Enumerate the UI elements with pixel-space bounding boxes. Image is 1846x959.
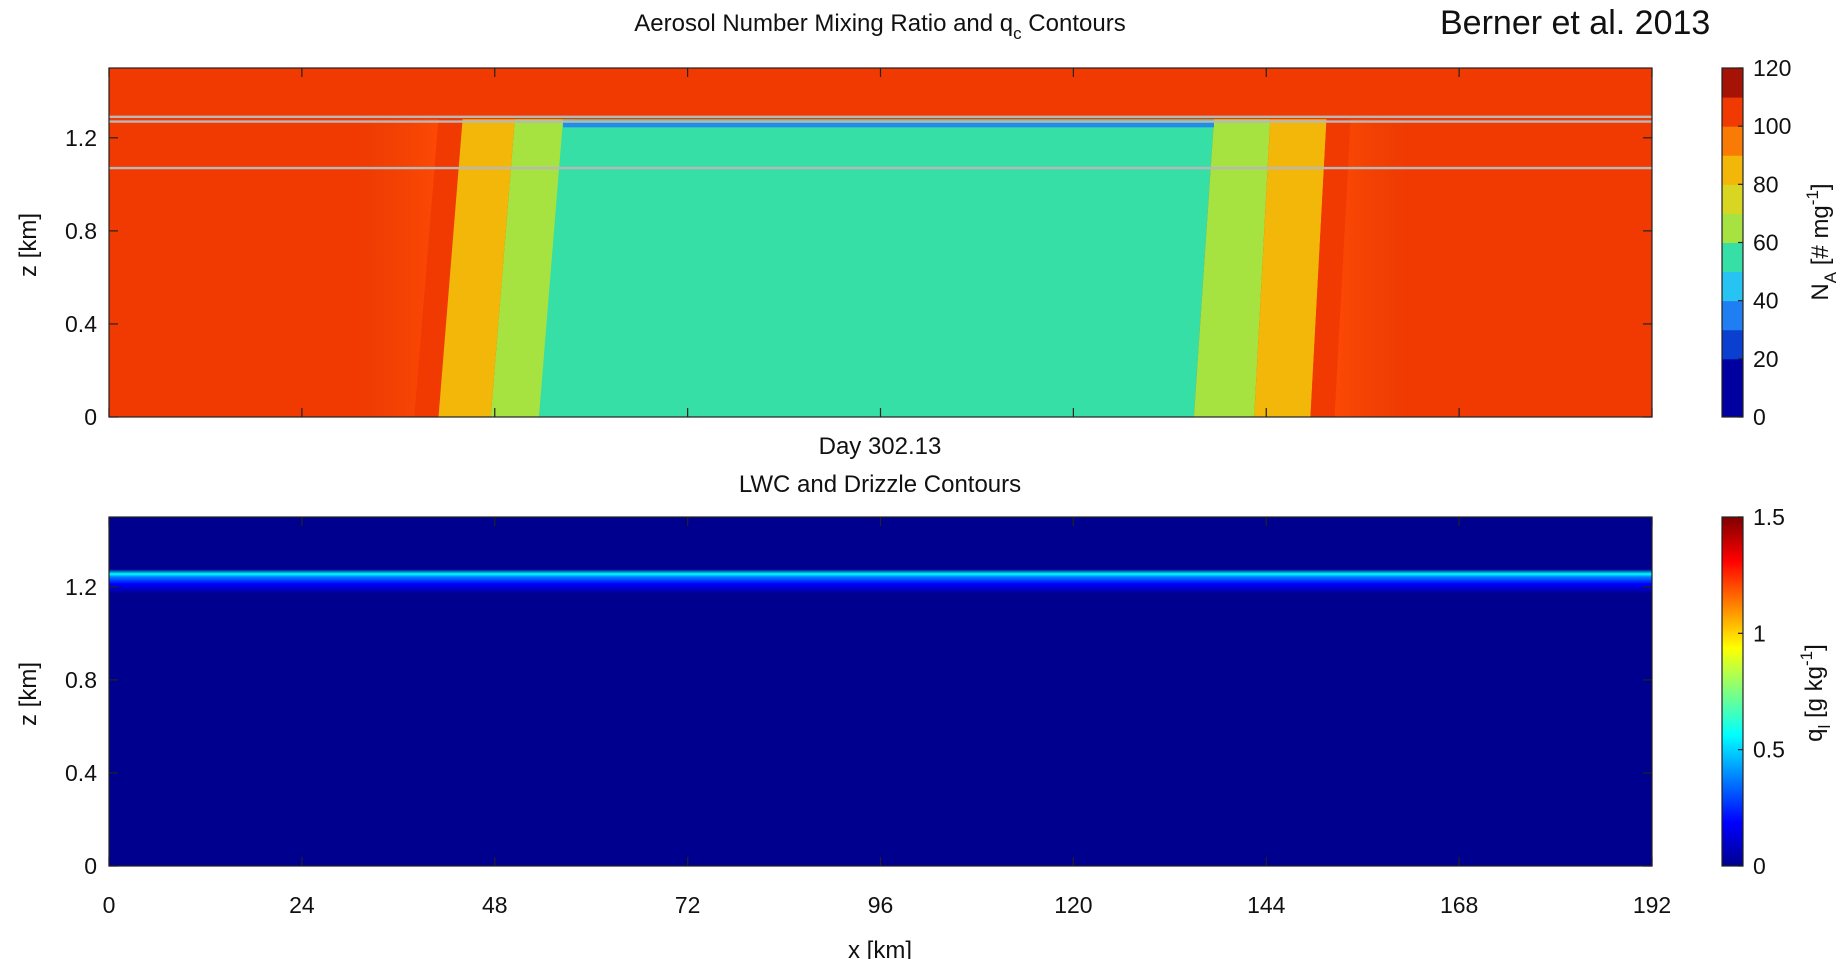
lwc-colorbar-tick-label: 0.5 bbox=[1753, 737, 1785, 763]
aerosol-band-left bbox=[414, 119, 463, 417]
lwc-y-ticks: 0 0.4 0.8 1.2 bbox=[65, 574, 1652, 879]
panel-lwc: Day 302.13 LWC and Drizzle Contours 0 0.4… bbox=[15, 433, 1834, 959]
lwc-x-tick-label: 72 bbox=[675, 892, 701, 918]
aerosol-cloud-core bbox=[538, 119, 1215, 417]
aerosol-x-ticks bbox=[108, 68, 1653, 417]
aerosol-colorbar-segment bbox=[1722, 213, 1743, 243]
lwc-x-ticks: 0 24 48 72 96 120 144 168 192 bbox=[103, 517, 1671, 918]
aerosol-colorbar-tick-label: 20 bbox=[1753, 346, 1779, 372]
aerosol-colorbar-tick-label: 40 bbox=[1753, 288, 1779, 314]
panel-lwc-title: LWC and Drizzle Contours bbox=[739, 471, 1021, 498]
aerosol-colorbar-segment bbox=[1722, 155, 1743, 185]
panel-aerosol: Aerosol Number Mixing Ratio and qc Conto… bbox=[15, 10, 1840, 430]
lwc-colorbar-tick-label: 1 bbox=[1753, 620, 1766, 646]
corner-citation: Berner et al. 2013 bbox=[1440, 4, 1710, 42]
aerosol-heatmap bbox=[109, 68, 1652, 417]
aerosol-colorbar-label-main: N bbox=[1807, 283, 1834, 300]
aerosol-colorbar-segment bbox=[1722, 300, 1743, 331]
aerosol-band-right bbox=[1193, 119, 1271, 417]
lwc-colorbar: 0 0.5 1 1.5 bbox=[1721, 504, 1785, 879]
aerosol-colorbar-segment bbox=[1722, 97, 1743, 127]
lwc-x-tick-label: 96 bbox=[868, 892, 894, 918]
panel-aerosol-title-sub: c bbox=[1013, 24, 1022, 43]
aerosol-colorbar-segment bbox=[1722, 184, 1743, 214]
panel-aerosol-title: Aerosol Number Mixing Ratio and qc Conto… bbox=[634, 10, 1125, 43]
panel-lwc-subtitle: Day 302.13 bbox=[819, 433, 942, 460]
aerosol-colorbar-segment bbox=[1722, 329, 1743, 360]
aerosol-colorbar-label-close: ] bbox=[1807, 183, 1834, 190]
aerosol-y-axis-label: z [km] bbox=[15, 213, 42, 277]
lwc-x-tick-label: 120 bbox=[1054, 892, 1092, 918]
lwc-x-tick-label: 24 bbox=[289, 892, 315, 918]
aerosol-y-tick-label: 0.4 bbox=[65, 311, 97, 337]
aerosol-colorbar-label-unit: [# mg bbox=[1807, 205, 1834, 272]
lwc-x-tick-label: 192 bbox=[1633, 892, 1671, 918]
lwc-colorbar-label-sup: -1 bbox=[1797, 651, 1816, 666]
aerosol-colorbar-tick-label: 100 bbox=[1753, 113, 1791, 139]
lwc-colorbar-label-main: q bbox=[1801, 728, 1828, 741]
aerosol-colorbar-segment bbox=[1722, 68, 1743, 98]
lwc-y-axis-label: z [km] bbox=[15, 662, 42, 726]
aerosol-colorbar-label-sup: -1 bbox=[1803, 190, 1822, 205]
aerosol-colorbar-segment bbox=[1722, 126, 1743, 156]
lwc-x-tick-label: 0 bbox=[103, 892, 116, 918]
aerosol-colorbar-segment bbox=[1722, 358, 1743, 418]
aerosol-colorbar-tick-label: 80 bbox=[1753, 171, 1779, 197]
aerosol-y-ticks: 0 0.4 0.8 1.2 bbox=[65, 125, 1652, 430]
aerosol-y-tick-label: 1.2 bbox=[65, 125, 97, 151]
aerosol-colorbar-tick-label: 60 bbox=[1753, 230, 1779, 256]
lwc-y-tick-label: 0.8 bbox=[65, 667, 97, 693]
lwc-colorbar-label-unit: [g kg bbox=[1801, 666, 1828, 725]
aerosol-band-left bbox=[438, 119, 515, 417]
lwc-colorbar-label-sub: l bbox=[1815, 725, 1834, 729]
panel-aerosol-title-main: Aerosol Number Mixing Ratio and q bbox=[634, 10, 1013, 37]
aerosol-inversion-strip bbox=[563, 120, 1215, 128]
aerosol-colorbar-segment bbox=[1722, 242, 1743, 273]
aerosol-colorbar-label-sub: A bbox=[1821, 271, 1840, 283]
aerosol-colorbar: 0 20 40 60 80 100 120 bbox=[1721, 55, 1791, 430]
panel-aerosol-title-tail: Contours bbox=[1022, 10, 1126, 37]
aerosol-band-right bbox=[1310, 119, 1351, 417]
aerosol-colorbar-label: NA [# mg-1] bbox=[1803, 183, 1840, 300]
aerosol-colorbar-segment bbox=[1722, 271, 1743, 302]
lwc-x-tick-label: 168 bbox=[1440, 892, 1478, 918]
lwc-x-tick-label: 48 bbox=[482, 892, 508, 918]
lwc-x-tick-label: 144 bbox=[1247, 892, 1286, 918]
aerosol-band-left bbox=[490, 119, 568, 417]
lwc-colorbar-tick-label: 0 bbox=[1753, 853, 1766, 879]
lwc-colorbar-tick-label: 1.5 bbox=[1753, 504, 1785, 530]
aerosol-colorbar-tick-label: 0 bbox=[1753, 404, 1766, 430]
aerosol-y-tick-label: 0 bbox=[84, 404, 97, 430]
lwc-y-tick-label: 0 bbox=[84, 853, 97, 879]
aerosol-colorbar-tick-label: 120 bbox=[1753, 55, 1791, 81]
lwc-heatmap bbox=[109, 517, 1652, 866]
lwc-colorbar-gradient bbox=[1721, 516, 1744, 867]
lwc-y-tick-label: 0.4 bbox=[65, 760, 97, 786]
lwc-x-axis-label: x [km] bbox=[848, 937, 912, 959]
aerosol-y-tick-label: 0.8 bbox=[65, 218, 97, 244]
aerosol-band-right bbox=[1254, 119, 1327, 417]
lwc-colorbar-label-close: ] bbox=[1801, 644, 1828, 651]
lwc-y-tick-label: 1.2 bbox=[65, 574, 97, 600]
lwc-colorbar-label: ql [g kg-1] bbox=[1797, 644, 1834, 742]
lwc-cloud-layer bbox=[109, 569, 1652, 594]
